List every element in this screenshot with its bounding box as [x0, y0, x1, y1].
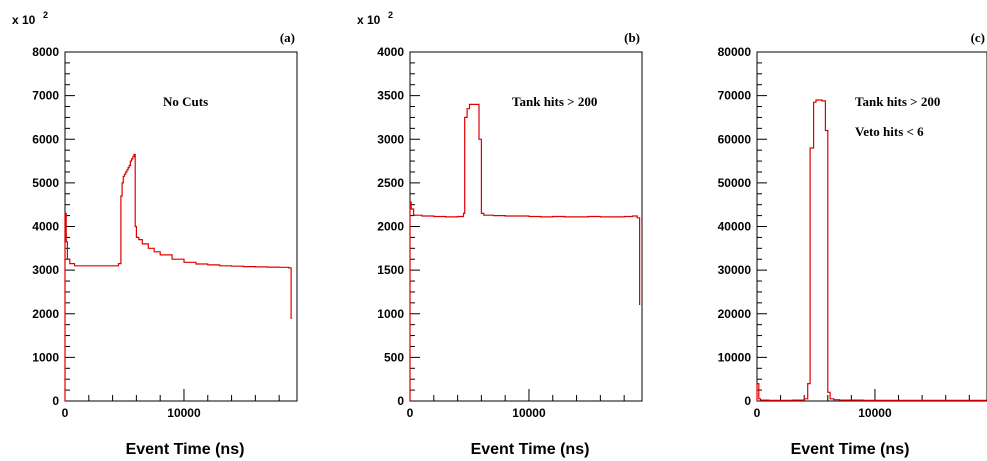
chart0-panel-label: (a) [280, 30, 295, 45]
chart0-ytick-label-1: 1000 [32, 350, 59, 364]
chart0-ytick-label-3: 3000 [32, 263, 59, 277]
chart2-ytick-label-2: 20000 [718, 307, 752, 321]
chart1-xtick-label-0: 0 [407, 406, 414, 420]
chart0-ytick-label-7: 7000 [32, 89, 59, 103]
chart2-annotation-0: Tank hits > 200 [855, 94, 940, 109]
chart2-ytick-label-1: 10000 [718, 350, 752, 364]
chart1-xlabel: Event Time (ns) [471, 441, 590, 458]
chart2-xtick-label-0: 0 [754, 406, 761, 420]
chart1-ytick-label-6: 3000 [377, 132, 404, 146]
panel-a: 0 1000 2000 3000 4000 5000 6000 7000 8000 0 10000 E… [12, 10, 298, 458]
chart1-ytick-label-0: 0 [397, 394, 404, 408]
chart2-ytick-label-6: 60000 [718, 132, 752, 146]
chart0-multiplier: x 10 [12, 13, 36, 27]
chart2-xlabel: Event Time (ns) [791, 441, 910, 458]
panel-c: 0 10000 20000 30000 40000 50000 60000 70000 8000… [718, 30, 987, 458]
chart2-ytick-label-4: 40000 [718, 220, 752, 234]
chart1-ytick-label-1: 500 [384, 350, 404, 364]
chart1-ytick-label-5: 2500 [377, 176, 404, 190]
chart0-series-line [64, 153, 293, 401]
chart0-ytick-label-4: 4000 [32, 220, 59, 234]
chart2-ytick-label-7: 70000 [718, 89, 752, 103]
chart2-ytick-label-3: 30000 [718, 263, 752, 277]
chart2-ytick-label-0: 0 [744, 394, 751, 408]
chart2-panel-label: (c) [971, 30, 985, 45]
chart2-series-line [756, 99, 987, 401]
chart2-xtick-label-1: 10000 [858, 406, 892, 420]
chart2-ytick-label-8: 80000 [718, 45, 752, 59]
chart1-ytick-label-2: 1000 [377, 307, 404, 321]
chart0-annotation-0: No Cuts [163, 94, 208, 109]
chart1-ytick-label-7: 3500 [377, 89, 404, 103]
chart1-ytick-label-8: 4000 [377, 45, 404, 59]
chart1-series-line [409, 103, 641, 401]
chart0-ytick-label-5: 5000 [32, 176, 59, 190]
chart0-ytick-label-2: 2000 [32, 307, 59, 321]
chart0-ytick-label-6: 6000 [32, 132, 59, 146]
chart1-ytick-label-4: 2000 [377, 220, 404, 234]
chart1-multiplier-exp: 2 [388, 10, 393, 20]
chart0-ytick-label-0: 0 [52, 394, 59, 408]
chart0-xlabel: Event Time (ns) [126, 441, 245, 458]
chart0-ytick-label-8: 8000 [32, 45, 59, 59]
chart1-annotation-0: Tank hits > 200 [512, 94, 597, 109]
chart1-multiplier: x 10 [357, 13, 381, 27]
chart0-xtick-label-1: 10000 [167, 406, 201, 420]
chart1-ytick-label-3: 1500 [377, 263, 404, 277]
chart1-xtick-label-1: 10000 [512, 406, 546, 420]
chart2-ytick-label-5: 50000 [718, 176, 752, 190]
chart1-panel-label: (b) [624, 30, 640, 45]
chart0-xtick-label-0: 0 [62, 406, 69, 420]
chart2-annotation-1: Veto hits < 6 [855, 124, 924, 139]
chart0-multiplier-exp: 2 [43, 10, 48, 20]
panel-b: 0 500 1000 1500 2000 2500 3000 3500 4000 0 10000 Ev… [357, 10, 643, 458]
